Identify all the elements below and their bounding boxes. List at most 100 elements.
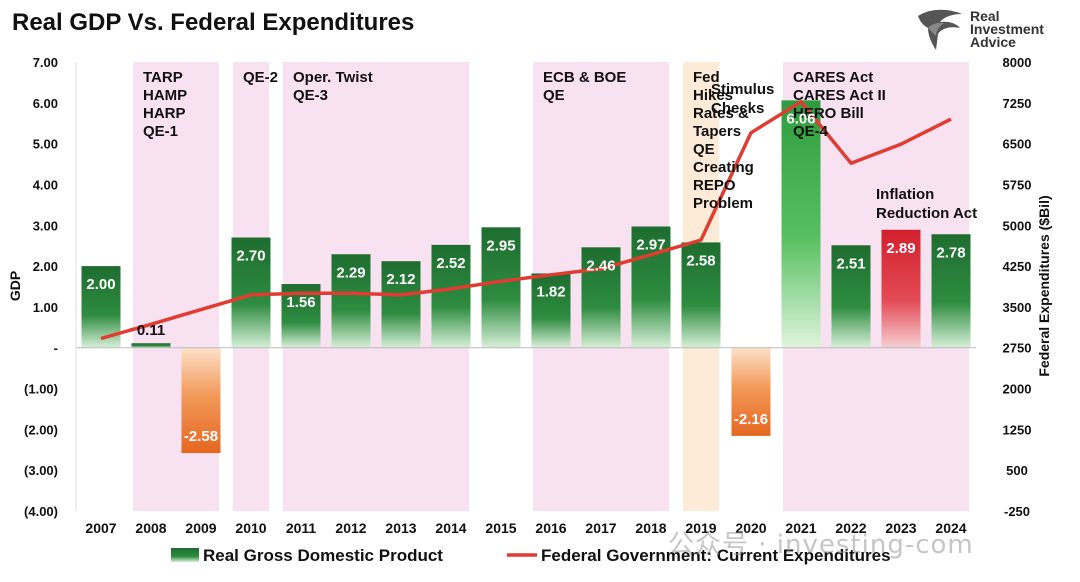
- logo-text: Real Investment Advice: [970, 8, 1044, 50]
- chart-title: Real GDP Vs. Federal Expenditures: [12, 9, 415, 36]
- y-tick-label: (2.00): [24, 422, 58, 437]
- logo-line: Investment: [970, 21, 1044, 37]
- gdp-bar: [331, 254, 371, 348]
- y-right-tick-label: 6500: [1003, 137, 1032, 152]
- y-right-tick-label: 5000: [1003, 218, 1032, 233]
- annotation-label: Stimulus: [711, 81, 774, 98]
- legend-swatch-gdp: [171, 548, 199, 562]
- data-label: 2.00: [86, 276, 115, 293]
- y-tick-label: 1.00: [33, 300, 58, 315]
- y-right-tick-label: 2750: [1003, 341, 1032, 356]
- gdp-bar: [681, 242, 721, 348]
- x-tick-label: 2014: [435, 520, 466, 536]
- annotation-label: Inflation: [876, 186, 934, 203]
- period-label: TARP: [143, 69, 183, 86]
- data-label: 2.58: [686, 252, 715, 269]
- y-right-tick-label: 1250: [1003, 422, 1032, 437]
- x-tick-label: 2017: [585, 520, 616, 536]
- data-label: 2.29: [336, 264, 365, 281]
- x-tick-label: 2022: [835, 520, 866, 536]
- y-right-tick-label: 8000: [1003, 55, 1032, 70]
- data-label: 2.46: [586, 257, 615, 274]
- annotation-label: Reduction Act: [876, 205, 977, 222]
- period-label: HAMP: [143, 87, 187, 104]
- x-tick-label: 2013: [385, 520, 416, 536]
- gdp-bar: [181, 347, 221, 454]
- gdp-bar: [831, 245, 871, 348]
- gdp-bar: [231, 237, 271, 348]
- x-tick-label: 2024: [935, 520, 966, 536]
- logo: Real Investment Advice: [914, 6, 1080, 58]
- gdp-bar: [731, 347, 771, 436]
- x-tick-label: 2021: [785, 520, 816, 536]
- x-tick-label: 2009: [185, 520, 216, 536]
- y-right-tick-label: 5750: [1003, 177, 1032, 192]
- x-tick-label: 2008: [135, 520, 166, 536]
- x-tick-label: 2019: [685, 520, 716, 536]
- period-label: CARES Act: [793, 69, 873, 86]
- eagle-icon: [918, 9, 962, 51]
- gdp-bar: [531, 273, 571, 348]
- x-tick-label: 2023: [885, 520, 916, 536]
- y-right-axis-title: Federal Expenditures ($Bil): [1036, 195, 1052, 376]
- y-right-tick-label: 3500: [1003, 300, 1032, 315]
- period-label: REPO: [693, 177, 736, 194]
- x-tick-label: 2012: [335, 520, 366, 536]
- legend-label-expenditures: Federal Government: Current Expenditures: [541, 546, 891, 565]
- logo-line: Real: [970, 8, 1000, 24]
- data-label: 2.12: [386, 271, 415, 288]
- period-label: QE: [693, 141, 715, 158]
- period-label: HERO Bill: [793, 105, 864, 122]
- period-label: Tapers: [693, 123, 741, 140]
- data-label: 2.89: [886, 240, 915, 257]
- data-label: 1.56: [286, 294, 315, 311]
- period-label: Rates &: [693, 105, 749, 122]
- x-tick-label: 2020: [735, 520, 766, 536]
- gdp-bar: [431, 244, 471, 348]
- x-tick-label: 2007: [85, 520, 116, 536]
- data-label: 2.97: [636, 236, 665, 253]
- gdp-bar: [131, 343, 171, 348]
- x-tick-label: 2016: [535, 520, 566, 536]
- gdp-bar: [931, 234, 971, 348]
- y-tick-label: 6.00: [33, 96, 58, 111]
- data-label: 2.78: [936, 244, 965, 261]
- period-label: Problem: [693, 195, 753, 212]
- watermark: 公众号 · investing-com: [668, 530, 974, 560]
- y-right-tick-label: 4250: [1003, 259, 1032, 274]
- data-label: 2.52: [436, 255, 465, 272]
- x-tick-label: 2018: [635, 520, 666, 536]
- gdp-bar: [481, 227, 521, 348]
- y-tick-label: 5.00: [33, 137, 58, 152]
- gdp-bar: [631, 226, 671, 348]
- y-right-tick-label: 2000: [1003, 382, 1032, 397]
- y-tick-label: 7.00: [33, 55, 58, 70]
- period-label: HARP: [143, 105, 186, 122]
- data-label: 1.82: [536, 283, 565, 300]
- x-tick-label: 2011: [286, 520, 317, 536]
- period-label: Hikes: [693, 87, 733, 104]
- gdp-bar: [881, 229, 921, 348]
- period-label: QE-3: [293, 87, 328, 104]
- y-tick-label: (4.00): [24, 504, 58, 519]
- expenditures-line: [100, 99, 952, 341]
- data-label: 2.70: [236, 248, 265, 265]
- period-label: QE-1: [143, 123, 178, 140]
- logo-line: Advice: [970, 34, 1016, 50]
- data-label: 6.06: [786, 110, 815, 127]
- y-tick-label: (3.00): [24, 463, 58, 478]
- period-label: QE: [543, 87, 565, 104]
- period-label: ECB & BOE: [543, 69, 626, 86]
- y-right-tick-label: 500: [1006, 463, 1028, 478]
- data-label: -2.58: [184, 428, 218, 445]
- y-tick-label: 2.00: [33, 259, 58, 274]
- y-right-tick-label: -250: [1004, 504, 1030, 519]
- annotation-label: Checks: [711, 100, 764, 117]
- x-tick-label: 2015: [485, 520, 516, 536]
- y-tick-label: (1.00): [24, 382, 58, 397]
- gdp-bar: [381, 261, 421, 348]
- period-label: QE-4: [793, 123, 829, 140]
- gdp-bar: [781, 100, 821, 348]
- data-label: 2.51: [836, 255, 865, 272]
